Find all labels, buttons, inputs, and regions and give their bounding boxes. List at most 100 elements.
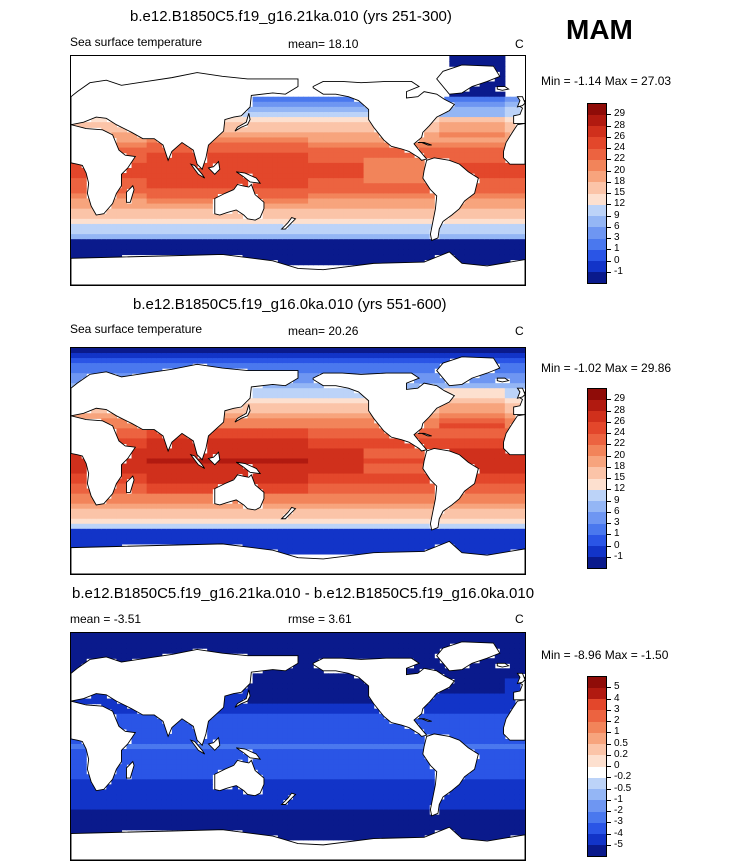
colorbar-tick-label: 3 xyxy=(614,703,620,715)
panel-1-minmax: Min = -1.14 Max = 27.03 xyxy=(541,74,672,88)
colorbar-tick-label: 20 xyxy=(614,164,626,176)
colorbar-swatch xyxy=(587,732,607,744)
colorbar-tick xyxy=(607,271,611,273)
colorbar-swatch xyxy=(587,193,607,205)
colorbar-tick xyxy=(607,193,611,194)
colorbar-tick xyxy=(607,833,611,835)
colorbar-tick-label: 0 xyxy=(614,539,620,551)
panel-1-title: b.e12.B1850C5.f19_g16.21ka.010 (yrs 251-… xyxy=(130,8,452,25)
colorbar-tick xyxy=(607,125,611,127)
panel-1-colorbar: -1 0 1 3 6 9 12 15 18 20 22 24 26 28 29 xyxy=(587,103,625,284)
colorbar-tick xyxy=(607,698,611,700)
colorbar-swatch xyxy=(587,455,607,468)
panel-3-mean: mean = -3.51 xyxy=(70,612,142,626)
colorbar-tick xyxy=(607,556,611,558)
panel-1-mean: mean= 18.10 xyxy=(288,37,359,51)
colorbar-tick-label: -0.5 xyxy=(614,782,632,794)
colorbar-swatch xyxy=(587,788,607,801)
continent-outlines xyxy=(71,641,525,860)
colorbar-swatch xyxy=(587,721,607,733)
colorbar-tick-label: 6 xyxy=(614,220,620,232)
panel-2-title: b.e12.B1850C5.f19_g16.0ka.010 (yrs 551-6… xyxy=(133,296,447,313)
colorbar-tick-label: -5 xyxy=(614,838,623,850)
colorbar-tick-label: 18 xyxy=(614,175,626,187)
colorbar-swatch xyxy=(587,433,607,445)
sst-grid-cells xyxy=(71,633,525,841)
colorbar-swatch xyxy=(587,466,607,479)
panel-2-unit: C xyxy=(515,324,524,338)
colorbar-tick xyxy=(607,721,611,722)
panel-2-minmax: Min = -1.02 Max = 29.86 xyxy=(541,361,672,375)
colorbar-tick xyxy=(607,534,611,536)
colorbar-tick-label: 29 xyxy=(614,393,626,405)
colorbar-tick-label: 12 xyxy=(614,198,626,210)
panel-3-minmax: Min = -8.96 Max = -1.50 xyxy=(541,648,669,662)
panel-3-map xyxy=(70,632,526,861)
colorbar-tick xyxy=(607,766,611,767)
colorbar-tick-label: 26 xyxy=(614,130,626,142)
colorbar-swatch xyxy=(587,103,607,115)
colorbar-tick-label: 6 xyxy=(614,505,620,517)
colorbar-tick-label: 9 xyxy=(614,494,620,506)
colorbar-tick-label: 12 xyxy=(614,483,626,495)
colorbar-tick-label: 1 xyxy=(614,243,620,255)
colorbar-swatch xyxy=(587,271,607,284)
colorbar-swatch xyxy=(587,777,607,789)
colorbar-tick-label: 20 xyxy=(614,449,626,461)
panel-2-map xyxy=(70,347,526,575)
colorbar-tick xyxy=(607,148,611,149)
colorbar-swatch xyxy=(587,766,607,778)
colorbar-tick xyxy=(607,421,611,423)
colorbar-swatch xyxy=(587,743,607,756)
colorbar-swatch xyxy=(587,833,607,846)
colorbar-swatch xyxy=(587,204,607,216)
colorbar-tick-label: 28 xyxy=(614,119,626,131)
colorbar-tick xyxy=(607,478,611,479)
colorbar-tick-label: 22 xyxy=(614,438,626,450)
colorbar-tick xyxy=(607,433,611,434)
colorbar-swatch xyxy=(587,410,607,423)
colorbar-swatch xyxy=(587,534,607,546)
panel-2-variable-label: Sea surface temperature xyxy=(70,322,203,336)
colorbar-tick xyxy=(607,788,611,790)
continent-outlines xyxy=(71,64,525,285)
colorbar-swatch xyxy=(587,444,607,456)
colorbar-tick-label: -2 xyxy=(614,805,623,816)
colorbar-tick xyxy=(607,545,611,547)
colorbar-tick-label: 5 xyxy=(614,681,620,693)
colorbar-swatch xyxy=(587,511,607,524)
colorbar-tick-label: 22 xyxy=(614,153,626,165)
colorbar-tick xyxy=(607,844,611,846)
colorbar-swatch xyxy=(587,215,607,228)
colorbar-swatch xyxy=(587,844,607,857)
panel-1-variable-label: Sea surface temperature xyxy=(70,35,203,49)
colorbar-tick-label: 9 xyxy=(614,209,620,221)
colorbar-tick xyxy=(607,170,611,172)
colorbar-tick xyxy=(607,114,611,116)
colorbar-tick xyxy=(607,455,611,457)
panel-3-colorbar: -5 -4 -3 -2 -1 -0.5 -0.2 0 0.2 0.5 1 2 3 4 5 xyxy=(587,676,631,857)
colorbar-swatch xyxy=(587,811,607,823)
colorbar-tick-label: 26 xyxy=(614,415,626,427)
season-label: MAM xyxy=(566,14,633,45)
colorbar-tick-label: -1 xyxy=(614,793,623,805)
colorbar-tick-label: 24 xyxy=(614,427,626,438)
colorbar-tick-label: 1 xyxy=(614,528,620,540)
colorbar-tick-label: 15 xyxy=(614,472,626,483)
colorbar-tick xyxy=(607,687,611,689)
colorbar-swatch xyxy=(587,249,607,261)
colorbar-tick xyxy=(607,743,611,745)
panel-2-colorbar: -1 0 1 3 6 9 12 15 18 20 22 24 26 28 29 xyxy=(587,388,625,569)
colorbar-tick xyxy=(607,136,611,138)
colorbar-tick xyxy=(607,754,611,756)
colorbar-tick-label: 28 xyxy=(614,404,626,416)
colorbar-tick xyxy=(607,466,611,468)
colorbar-tick-label: 0.2 xyxy=(614,748,628,760)
colorbar-tick xyxy=(607,489,611,491)
colorbar-swatch xyxy=(587,500,607,513)
colorbar-tick xyxy=(607,444,611,446)
colorbar-swatch xyxy=(587,226,607,239)
colorbar-swatch xyxy=(587,125,607,138)
colorbar-tick-label: 29 xyxy=(614,108,626,120)
sst-grid-cells xyxy=(71,56,525,266)
